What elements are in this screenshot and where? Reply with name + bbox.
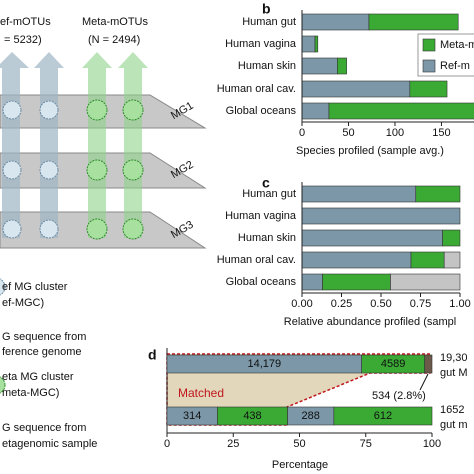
x-tick-label: 25	[227, 438, 239, 450]
legend-swatch	[422, 38, 436, 52]
category-label: Human oral cav.	[217, 254, 296, 266]
value-label: 4589	[381, 358, 405, 370]
x-tick-label: 1.00	[449, 298, 470, 310]
category-label: Human gut	[242, 188, 296, 200]
ref-count: = 5232)	[4, 34, 42, 46]
category-label: Human gut	[242, 16, 296, 28]
bar-segment	[301, 251, 412, 269]
panel-label: b	[262, 1, 271, 17]
bar-segment	[337, 57, 347, 75]
value-label: 288	[302, 410, 320, 422]
bar-segment	[301, 273, 323, 291]
bar-segment	[368, 13, 459, 31]
category-label: Human oral cav.	[217, 83, 296, 95]
x-axis-title: Relative abundance profiled (sampl	[284, 316, 456, 328]
bar-segment	[409, 80, 448, 98]
x-tick-label: 50	[293, 438, 305, 450]
value-label: 438	[243, 410, 261, 422]
legend-text: ef-MGC)	[2, 297, 44, 309]
diagram-shapes	[0, 52, 207, 394]
bar-segment	[301, 207, 461, 225]
panel-label: c	[262, 175, 270, 191]
legend-text: eta MG cluster	[2, 371, 74, 383]
row-label: 19,30	[440, 352, 468, 364]
x-tick-label: 100	[386, 127, 404, 139]
x-tick-label: 50	[342, 127, 354, 139]
category-label: Human vagina	[225, 210, 297, 222]
annotation: Matched	[178, 386, 224, 400]
legend-text: meta-MGC)	[2, 387, 59, 399]
x-axis-title: Percentage	[272, 459, 328, 471]
category-label: Human skin	[238, 60, 296, 72]
bar-segment	[322, 273, 391, 291]
bar-segment	[301, 80, 411, 98]
x-tick-label: 0.00	[291, 298, 312, 310]
x-axis-title: Species profiled (sample avg.)	[296, 145, 444, 157]
bar-segment	[314, 35, 319, 53]
x-tick-label: 0.50	[370, 298, 391, 310]
annotation: 534 (2.8%)	[372, 390, 426, 402]
bar-segment	[442, 229, 461, 247]
legend-text: G sequence from	[2, 422, 86, 434]
meta-title: Meta-mOTUs	[82, 16, 149, 28]
legend-text: ference genome	[2, 346, 82, 358]
x-tick-label: 0.75	[410, 298, 431, 310]
value-label: 612	[374, 410, 392, 422]
legend-text: G sequence from	[2, 331, 86, 343]
legend-text: ef MG cluster	[2, 281, 68, 293]
legend-text: etagenomic sample	[2, 438, 97, 450]
bar-segment	[301, 13, 370, 31]
category-label: Global oceans	[226, 276, 297, 288]
meta-arrow	[124, 68, 142, 238]
diagram-legend: ef MG cluster ef-MGC) G sequence from feren…	[2, 281, 97, 450]
x-tick-label: 75	[360, 438, 372, 450]
legend-swatch	[422, 59, 436, 73]
value-label: 314	[183, 410, 201, 422]
row-label: gut m	[440, 419, 468, 431]
panel-label: d	[148, 347, 157, 363]
legend-label: Meta-m	[440, 39, 474, 51]
meta-count: (N = 2494)	[88, 34, 140, 46]
bar-segment	[410, 251, 445, 269]
value-label: 14,179	[248, 358, 282, 370]
ref-arrow-head	[34, 52, 64, 68]
bar-segment	[415, 185, 461, 203]
bar-segment	[301, 35, 316, 53]
ref-arrow-head	[0, 52, 29, 68]
x-tick-label: 150	[432, 127, 450, 139]
ref-title: ef-mOTUs	[0, 16, 51, 28]
x-tick-label: 0.25	[331, 298, 352, 310]
bar-segment	[301, 229, 443, 247]
bar-segment	[390, 273, 461, 291]
ref-arrow	[2, 68, 20, 238]
bar-segment	[443, 251, 461, 269]
bar-segment	[301, 185, 417, 203]
bar-segment	[301, 102, 330, 120]
bar-segment	[424, 354, 433, 374]
category-label: Global oceans	[226, 105, 297, 117]
meta-arrow-head	[118, 52, 148, 68]
annotation-arrow	[419, 373, 429, 391]
row-label: gut M	[440, 367, 468, 379]
category-label: Human vagina	[225, 38, 297, 50]
x-tick-label: 0	[164, 438, 170, 450]
category-label: Human skin	[238, 232, 296, 244]
meta-arrow-head	[82, 52, 112, 68]
row-label: 1652	[440, 404, 464, 416]
bar-segment	[333, 406, 433, 426]
meta-arrow	[88, 68, 106, 238]
x-tick-label: 100	[423, 438, 441, 450]
bar-segment	[328, 102, 474, 120]
legend-label: Ref-m	[440, 60, 470, 72]
ref-arrow	[40, 68, 58, 238]
bar-segment	[301, 57, 338, 75]
x-tick-label: 0	[299, 127, 305, 139]
